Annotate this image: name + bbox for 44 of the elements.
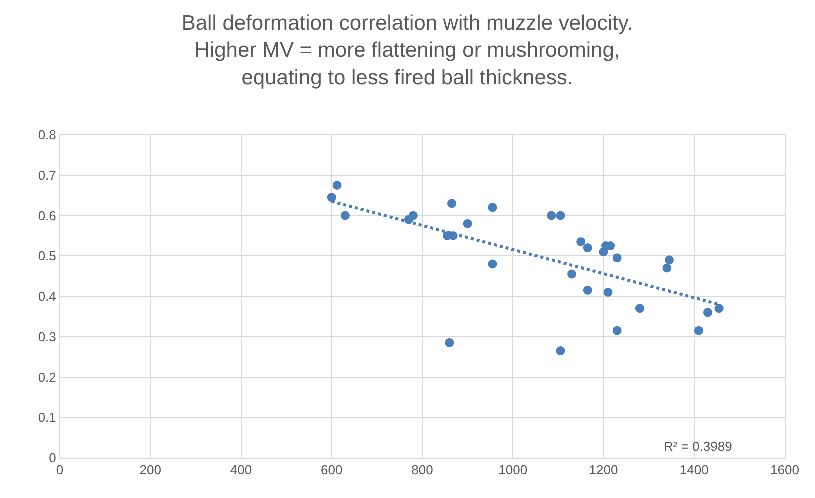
point (662, 264, 672, 273)
point (556, 211, 566, 220)
x-tick-label: 200 (140, 462, 162, 478)
point (612, 326, 622, 336)
point (714, 304, 724, 314)
point (447, 199, 456, 208)
point (636, 304, 644, 314)
point (488, 260, 498, 269)
point (612, 254, 622, 263)
point (568, 270, 577, 279)
x-tick-label: 800 (412, 462, 434, 478)
x-tick-label: 1200 (589, 462, 618, 478)
y-tick-label: 0 (49, 450, 56, 466)
point (694, 326, 704, 336)
point (327, 193, 336, 202)
y-tick-label: 0.6 (38, 208, 56, 224)
chart-title: Ball deformation correlation with muzzle velocity. Higher MV = more flattening or mushrooming, equating to less fired ball thickness. (182, 12, 634, 90)
y-tick-label: 0.4 (38, 289, 56, 304)
annotation: R² = 0.3989 (664, 439, 732, 454)
x-tick-label: 600 (321, 462, 343, 478)
y-tick-label: 0.2 (38, 370, 56, 385)
y-tick-label: 0.8 (38, 128, 56, 143)
point (340, 211, 350, 220)
x-tick-label: 1600 (770, 462, 800, 478)
x-tick-label: 400 (230, 462, 252, 478)
y-tick-label: 0.5 (38, 248, 56, 264)
point (547, 211, 556, 220)
point (408, 211, 418, 220)
point (583, 244, 592, 253)
x-tick-label: 1000 (498, 462, 528, 478)
point (488, 203, 498, 212)
y-tick-label: 0.1 (38, 410, 56, 426)
y-tick-label: 0.3 (38, 329, 56, 344)
x-tick-label: 1400 (680, 462, 709, 478)
point (463, 219, 472, 228)
point (583, 286, 592, 295)
point (576, 237, 586, 246)
point (604, 288, 613, 297)
point (556, 346, 566, 356)
point (703, 308, 712, 318)
point (332, 180, 342, 190)
point (664, 256, 674, 265)
y-tick-label: 0.7 (38, 168, 56, 183)
point (445, 338, 454, 348)
